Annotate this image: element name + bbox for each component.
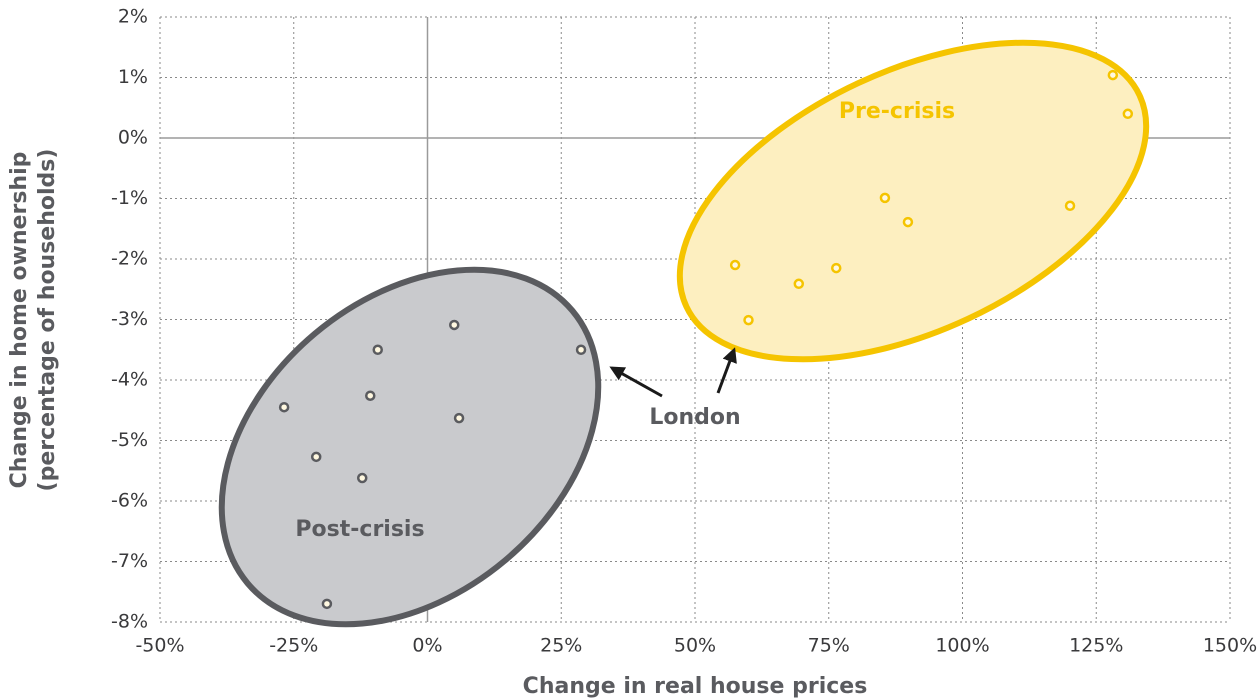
y-tick-label: -7%	[111, 550, 148, 572]
arrow	[609, 366, 663, 398]
point	[365, 390, 376, 401]
point	[310, 451, 322, 463]
series-label: Pre-crisis	[839, 99, 955, 124]
point	[830, 262, 842, 274]
point	[879, 192, 891, 204]
point	[743, 314, 754, 326]
point	[902, 216, 914, 228]
point	[1122, 108, 1134, 120]
y-tick-label: 1%	[118, 66, 148, 88]
point	[449, 319, 460, 331]
y-tick-label: -6%	[111, 490, 148, 512]
point	[372, 344, 383, 355]
x-tick-label: 0%	[412, 635, 442, 657]
x-tick-label: 50%	[674, 635, 716, 657]
arrow	[716, 347, 737, 394]
y-tick-label: -4%	[111, 369, 148, 391]
point	[793, 278, 805, 290]
x-tick-label: 125%	[1069, 635, 1123, 657]
x-tick-label: -25%	[269, 635, 318, 657]
y-tick-label: -8%	[111, 611, 148, 633]
y-tick-label: -1%	[111, 187, 148, 209]
point	[1107, 69, 1119, 81]
y-axis-label: Change in home ownership	[7, 152, 32, 489]
point	[1064, 200, 1076, 212]
point	[356, 472, 368, 484]
pre-crisis-region	[676, 39, 1150, 363]
x-tick-label: 75%	[808, 635, 850, 657]
x-tick-label: -50%	[135, 635, 184, 657]
x-tick-label: 100%	[935, 635, 989, 657]
y-tick-label: 2%	[118, 6, 148, 28]
annotation: London	[649, 405, 740, 430]
y-axis-label: (percentage of households)	[35, 149, 60, 492]
point	[278, 401, 290, 413]
y-tick-label: -5%	[111, 429, 148, 451]
point	[575, 344, 587, 355]
series-label: Post-crisis	[295, 517, 424, 542]
x-tick-label: 150%	[1203, 635, 1257, 657]
point	[729, 259, 741, 271]
post-crisis-region	[218, 266, 602, 628]
point	[453, 412, 465, 424]
point	[321, 598, 333, 610]
y-tick-label: -2%	[111, 248, 148, 270]
y-tick-label: 0%	[118, 127, 148, 149]
x-axis-label: Change in real house prices	[523, 674, 868, 699]
y-tick-label: -3%	[111, 308, 148, 330]
x-tick-label: 25%	[540, 635, 582, 657]
